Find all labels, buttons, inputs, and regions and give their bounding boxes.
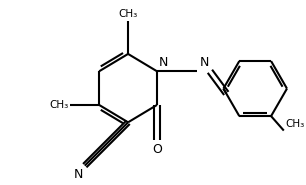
Text: CH₃: CH₃: [49, 100, 68, 110]
Text: CH₃: CH₃: [286, 119, 305, 129]
Text: N: N: [159, 56, 168, 69]
Text: CH₃: CH₃: [118, 9, 138, 19]
Text: O: O: [152, 142, 162, 156]
Text: N: N: [199, 56, 209, 69]
Text: N: N: [73, 168, 83, 181]
